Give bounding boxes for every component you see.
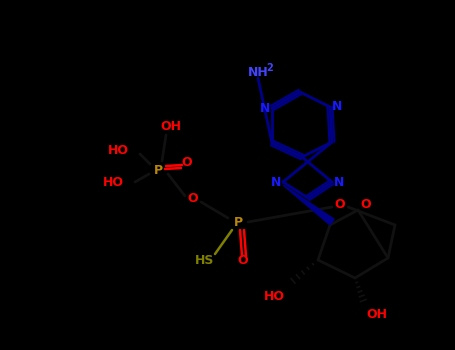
Text: N: N [260,102,270,114]
Text: O: O [361,198,371,211]
Text: 2: 2 [267,63,273,73]
Text: O: O [182,155,192,168]
Text: N: N [334,175,344,189]
Text: HO: HO [263,290,284,303]
Text: OH: OH [161,120,182,133]
Text: NH: NH [248,65,268,78]
Text: P: P [153,163,162,176]
Text: N: N [271,175,281,189]
Text: N: N [332,100,342,113]
Text: HO: HO [107,144,128,156]
Text: O: O [335,198,345,211]
Text: OH: OH [366,308,388,322]
Text: P: P [233,216,243,229]
Text: HO: HO [102,175,123,189]
Text: O: O [238,254,248,267]
Text: O: O [187,191,198,204]
Text: HS: HS [195,253,215,266]
Polygon shape [283,185,334,225]
